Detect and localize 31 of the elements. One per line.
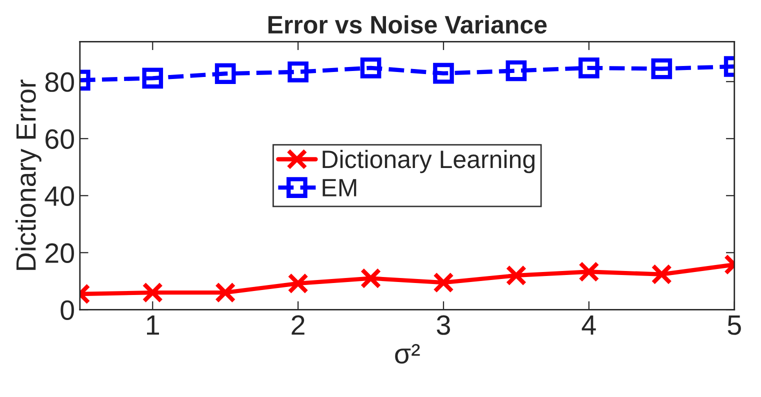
point (433, 62, 454, 84)
point (214, 282, 236, 303)
x-tick-label: 2 (292, 315, 304, 335)
point (506, 60, 527, 82)
y-axis-title: Dictionary Error (15, 80, 42, 270)
x-tick-label: 3 (436, 315, 450, 335)
legend-label: EM (322, 179, 356, 196)
x-tick-label: 4 (582, 316, 596, 335)
y-tick-label: 40 (44, 186, 74, 206)
point (288, 273, 308, 294)
point (360, 57, 382, 78)
point (360, 268, 382, 289)
point (433, 272, 454, 293)
point (214, 63, 236, 84)
point (288, 61, 308, 82)
legend-label: Dictionary Learning (322, 150, 534, 174)
point (578, 261, 600, 282)
chart-title: Error vs Noise Variance (268, 15, 547, 34)
y-tick-label: 20 (46, 243, 74, 263)
y-tick-label: 80 (45, 72, 74, 92)
x-axis-title: σ² (395, 344, 420, 364)
point (142, 68, 164, 89)
point (651, 264, 672, 285)
x-tick-label: 1 (147, 316, 159, 335)
point (142, 282, 164, 303)
y-tick-label: 60 (46, 129, 74, 149)
point (651, 58, 672, 80)
point (506, 265, 527, 286)
x-tick-label: 5 (728, 316, 741, 335)
point (578, 57, 600, 78)
y-tick-label: 0 (60, 300, 74, 320)
